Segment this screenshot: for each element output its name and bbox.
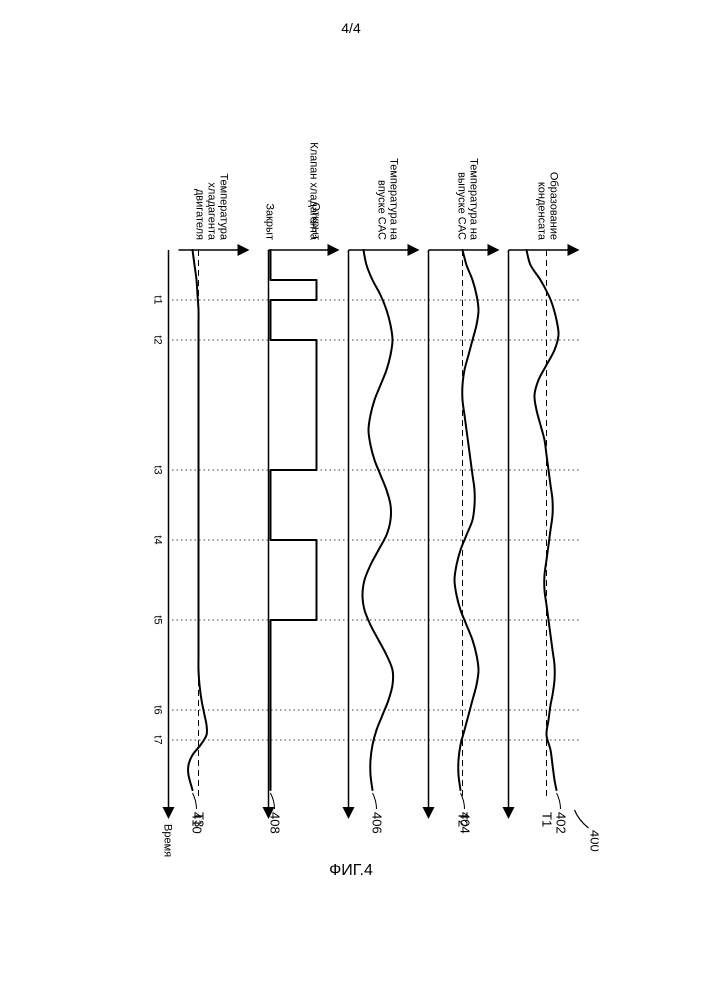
time-tick-label: t7 bbox=[152, 735, 164, 744]
chart-container: t1 t2 t3 t4 t5 t6 t7 Время 400 Образованиеконденс… bbox=[104, 110, 599, 890]
time-tick-label: t5 bbox=[152, 615, 164, 624]
time-tick-label: t1 bbox=[152, 295, 164, 304]
panel-y-label: конденсата bbox=[536, 182, 548, 241]
panel-ref-408: 408 bbox=[268, 812, 283, 834]
panel-y-label: Температура bbox=[218, 173, 230, 241]
panel-ref-406: 406 bbox=[370, 812, 385, 834]
panel-y-label: Температура на bbox=[388, 158, 400, 241]
threshold-label-T2: T2 bbox=[456, 812, 471, 827]
panel-y-label: хладагента bbox=[206, 182, 218, 240]
page-number: 4/4 bbox=[0, 20, 702, 36]
ref-leader bbox=[557, 793, 561, 809]
threshold-label-T3: T3 bbox=[192, 812, 207, 827]
panel-y-label: двигателя bbox=[194, 189, 206, 240]
condensate-curve bbox=[527, 250, 559, 790]
valve-closed-label: Закрыт bbox=[264, 203, 276, 240]
ref-leader bbox=[373, 793, 377, 809]
figure-ref-arrow bbox=[575, 810, 589, 828]
timing-chart: t1 t2 t3 t4 t5 t6 t7 Время 400 Образованиеконденс… bbox=[109, 110, 599, 890]
time-tick-label: t2 bbox=[152, 335, 164, 344]
time-tick-label: t3 bbox=[152, 465, 164, 474]
panel-y-label: Образование bbox=[548, 172, 560, 240]
time-tick-label: t6 bbox=[152, 705, 164, 714]
figure-ref-400: 400 bbox=[588, 830, 599, 852]
panel-y-label: впуске CAC bbox=[376, 180, 388, 240]
valve-open-label: Открыт bbox=[310, 203, 322, 240]
inlet_temp-curve bbox=[363, 250, 394, 790]
ref-leader bbox=[271, 793, 275, 809]
panel-y-label: Температура на bbox=[468, 158, 480, 241]
engine_coolant_temp-curve bbox=[188, 250, 207, 790]
time-tick-label: t4 bbox=[152, 535, 164, 544]
panel-y-label: выпуске CAC bbox=[456, 172, 468, 240]
panel-ref-402: 402 bbox=[554, 812, 569, 834]
threshold-label-T1: T1 bbox=[540, 812, 555, 827]
outlet_temp-curve bbox=[455, 250, 479, 790]
ref-leader bbox=[193, 793, 197, 809]
figure-label: ФИГ.4 bbox=[0, 862, 702, 880]
time-axis-label: Время bbox=[162, 824, 174, 857]
coolant_valve-curve bbox=[271, 250, 317, 790]
